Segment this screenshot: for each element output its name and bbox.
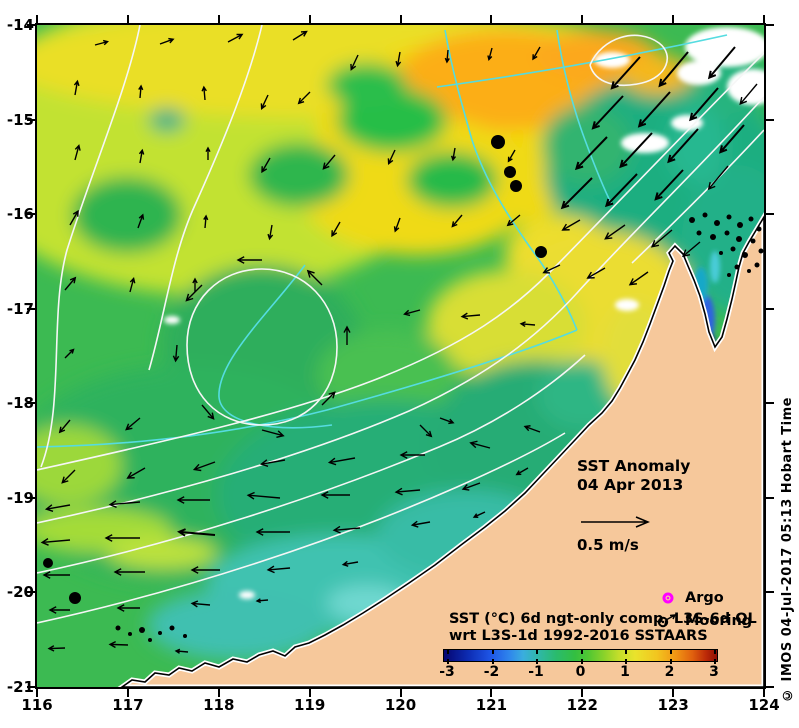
y-tick-right [765,686,774,688]
colorbar-tick-label: -2 [483,664,500,680]
colorbar-tick-label: -3 [439,664,455,680]
colorbar-tick-label: 1 [620,664,630,680]
x-tick-bottom [672,688,675,697]
x-tick-label: 120 [384,696,417,714]
y-tick-left [27,686,36,688]
x-tick-top [672,15,675,24]
x-tick-top [581,15,584,24]
y-tick-right [765,496,774,499]
y-tick-right [765,307,774,310]
colorbar-tick-label: 2 [664,664,675,680]
coastline [120,215,764,687]
x-tick-bottom [36,688,38,697]
ssh-contours-white [37,25,764,624]
sst-anomaly-field [37,25,764,687]
colorbar-tick [580,659,583,664]
colorbar-tick [447,649,449,654]
colorbar-tick [714,659,716,664]
x-tick-top [490,15,493,24]
x-tick-label: 117 [112,696,144,714]
y-tick-left [27,402,36,405]
mooring-dots [43,135,547,604]
colorbar-tick-label: -1 [528,664,544,680]
colorbar-tick [625,659,627,664]
x-tick-bottom [490,688,493,697]
colorbar-tick [625,649,627,654]
x-tick-top [399,15,402,24]
colorbar-tick [669,659,672,664]
colorbar-caption-line2: wrt L3S-1d 1992-2016 SSTAARS [449,628,708,644]
y-tick-label: -17 [6,299,34,318]
mooring-label: Mooring [685,613,753,629]
y-tick-label: -20 [6,583,34,602]
plot-title: SST Anomaly 04 Apr 2013 [577,457,690,495]
colorbar-tick-label: 0 [575,664,586,680]
colorbar-gradient [444,650,717,661]
current-vectors [40,30,758,654]
y-tick-label: -15 [6,110,34,129]
map-plot-area [35,23,766,689]
colorbar-tick [669,649,672,654]
y-tick-label: -14 [6,16,34,34]
y-tick-right [765,213,774,216]
mooring-marker-icon [657,614,677,628]
colorbar-tick [714,649,716,654]
x-tick-label: 116 [21,696,53,714]
argo-label: Argo [685,590,724,606]
colorbar-tick [491,659,494,664]
x-tick-label: 124 [748,696,780,714]
colorbar-tick [447,659,449,664]
colorbar-tick [580,649,583,654]
islands [115,212,764,642]
y-tick-label: -19 [6,488,34,507]
colorbar-tick [536,649,538,654]
colorbar-tick [536,659,538,664]
colorbar-caption-line1: SST (°C) 6d ngt-only comp, L3S-6d QL [449,611,757,627]
x-tick-label: 118 [203,696,235,714]
y-tick-right [765,402,774,405]
x-tick-label: 122 [566,696,598,714]
x-tick-label: 119 [293,696,326,714]
y-tick-label: -21 [6,678,34,696]
y-tick-left [27,24,36,26]
x-tick-bottom [763,688,765,697]
x-tick-top [126,15,129,24]
argo-marker-icon [662,592,674,604]
y-tick-left [27,496,36,499]
x-tick-bottom [126,688,129,697]
x-tick-top [763,15,765,24]
y-tick-left [27,591,36,594]
y-tick-left [27,213,36,216]
y-tick-right [765,591,774,594]
y-tick-right [765,24,774,26]
title-line2: 04 Apr 2013 [577,476,684,494]
y-tick-label: -16 [6,205,34,224]
scale-arrow-icon [581,516,650,528]
colorbar-tick-label: 3 [709,664,719,680]
x-tick-top [36,15,38,24]
x-tick-label: 121 [475,696,508,714]
x-tick-bottom [581,688,584,697]
x-tick-top [217,15,220,24]
y-tick-left [27,118,36,121]
credit-watermark: © IMOS 04-Jul-2017 05:13 Hobart Time [780,396,795,702]
y-tick-label: -18 [6,394,34,413]
x-tick-bottom [399,688,402,697]
x-tick-label: 123 [657,696,689,714]
colorbar-tick [491,649,494,654]
y-tick-left [27,307,36,310]
scale-arrow-label: 0.5 m/s [577,536,639,554]
x-tick-bottom [308,688,311,697]
x-tick-bottom [217,688,220,697]
y-tick-right [765,118,774,121]
x-tick-top [308,15,311,24]
colorbar [443,649,718,664]
title-line1: SST Anomaly [577,457,691,475]
